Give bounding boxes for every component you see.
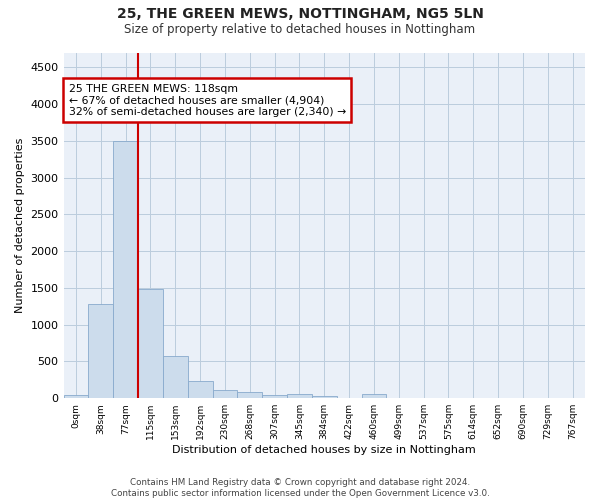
Bar (287, 394, 312, 398)
Bar (64, 396, 88, 398)
Text: Size of property relative to detached houses in Nottingham: Size of property relative to detached ho… (124, 22, 476, 36)
Text: Contains HM Land Registry data © Crown copyright and database right 2024.
Contai: Contains HM Land Registry data © Crown c… (110, 478, 490, 498)
Bar (113, 141, 138, 398)
Text: 25, THE GREEN MEWS, NOTTINGHAM, NG5 5LN: 25, THE GREEN MEWS, NOTTINGHAM, NG5 5LN (116, 8, 484, 22)
Bar (312, 396, 337, 398)
Bar (88, 304, 113, 398)
Text: 25 THE GREEN MEWS: 118sqm
← 67% of detached houses are smaller (4,904)
32% of se: 25 THE GREEN MEWS: 118sqm ← 67% of detac… (69, 84, 346, 117)
Bar (163, 356, 188, 398)
X-axis label: Distribution of detached houses by size in Nottingham: Distribution of detached houses by size … (172, 445, 476, 455)
Bar (238, 392, 262, 398)
Bar (262, 394, 287, 398)
Y-axis label: Number of detached properties: Number of detached properties (15, 138, 25, 313)
Bar (188, 380, 212, 398)
Bar (212, 390, 238, 398)
Bar (362, 394, 386, 398)
Bar (138, 290, 163, 398)
